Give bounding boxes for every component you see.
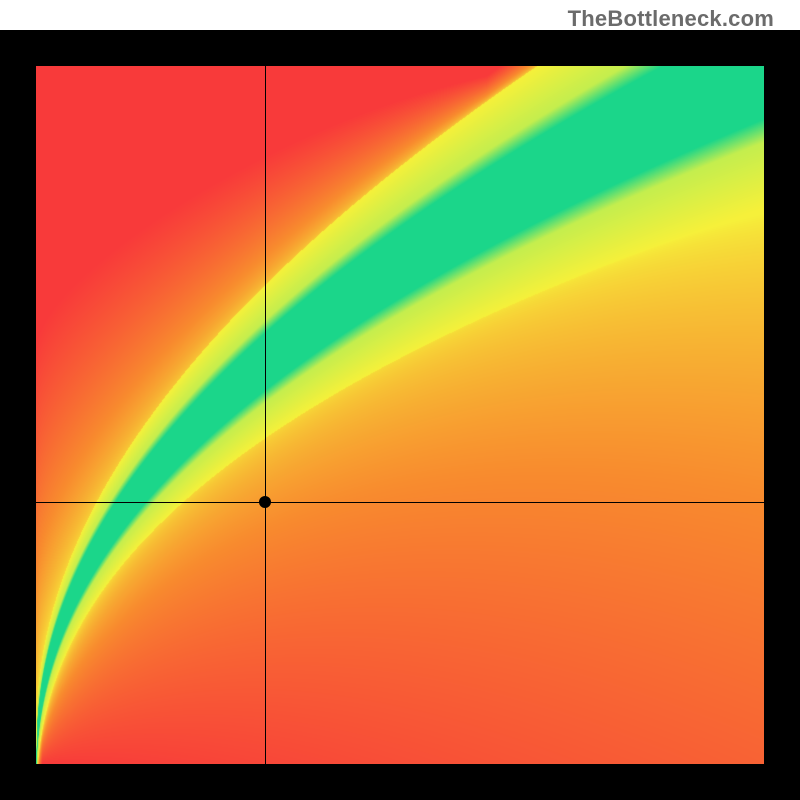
heatmap-plot <box>36 66 764 764</box>
crosshair-horizontal <box>36 502 764 503</box>
watermark-text: TheBottleneck.com <box>568 6 774 32</box>
heatmap-canvas <box>36 66 764 764</box>
data-point-marker <box>259 496 271 508</box>
crosshair-vertical <box>265 66 266 764</box>
